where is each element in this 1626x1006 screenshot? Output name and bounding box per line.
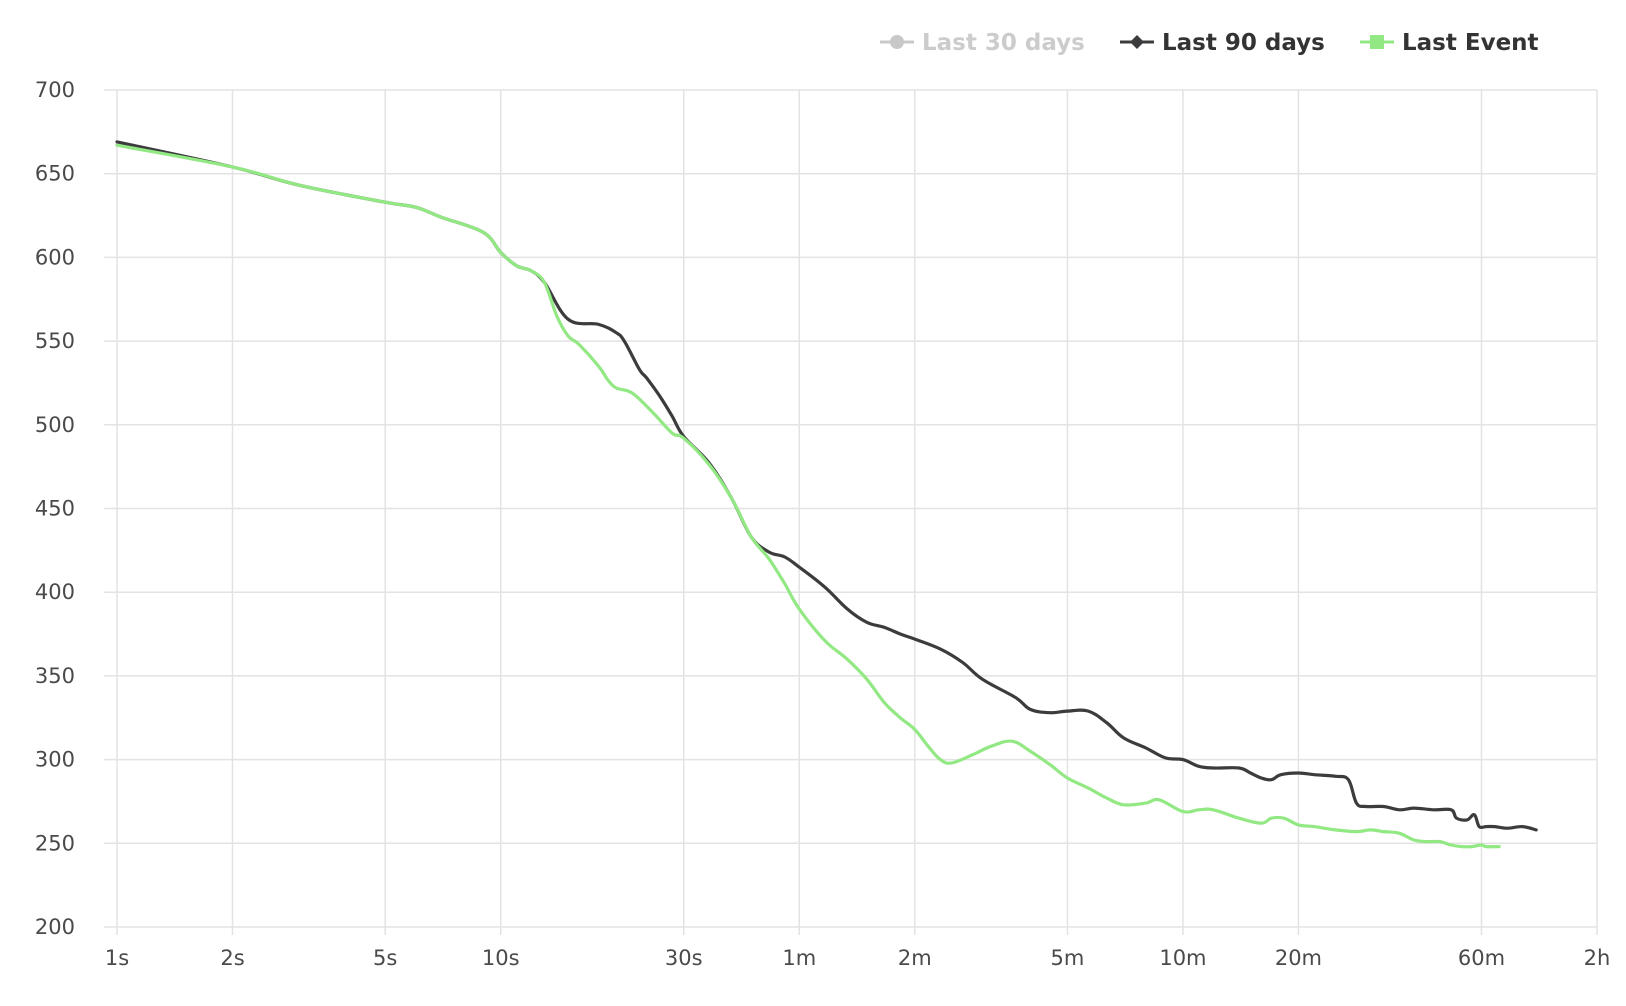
x-tick-label: 2s (220, 946, 244, 970)
legend-item-last-90-days[interactable]: Last 90 days (1120, 30, 1325, 56)
y-tick-label: 350 (35, 664, 75, 688)
y-tick-label: 700 (35, 78, 75, 102)
legend-label: Last 90 days (1162, 30, 1325, 56)
y-tick-label: 450 (35, 497, 75, 521)
series-lines (115, 140, 1538, 849)
y-tick-label: 300 (35, 748, 75, 772)
circle-icon (890, 35, 904, 49)
x-tick-label: 30s (665, 946, 703, 970)
y-tick-label: 400 (35, 580, 75, 604)
x-tick-label: 1m (782, 946, 816, 970)
y-tick-label: 550 (35, 329, 75, 353)
y-tick-label: 650 (35, 162, 75, 186)
x-tick-label: 2m (898, 946, 932, 970)
x-tick-label: 5m (1051, 946, 1085, 970)
y-tick-label: 600 (35, 245, 75, 269)
series-line-last-event (115, 143, 1501, 849)
series-line-last-90-days (115, 140, 1538, 832)
x-tick-label: 2h (1584, 946, 1611, 970)
legend-item-last-30-days[interactable]: Last 30 days (880, 30, 1085, 56)
square-icon (1370, 35, 1384, 49)
x-tick-label: 20m (1275, 946, 1322, 970)
x-tick-label: 60m (1458, 946, 1505, 970)
diamond-icon (1130, 35, 1144, 49)
y-tick-label: 200 (35, 915, 75, 939)
axis-labels: 700 650 600 550 500 450 400 350 300 250 200 1s 2s 5s 1… (35, 78, 1610, 970)
legend: Last 30 days Last 90 days Last Event (880, 30, 1539, 56)
grid (104, 89, 1598, 935)
x-tick-label: 10m (1159, 946, 1206, 970)
x-tick-label: 10s (482, 946, 520, 970)
x-tick-label: 1s (105, 946, 129, 970)
x-tick-label: 5s (373, 946, 397, 970)
y-tick-label: 250 (35, 831, 75, 855)
y-tick-label: 500 (35, 413, 75, 437)
legend-label: Last Event (1402, 30, 1539, 56)
legend-label: Last 30 days (922, 30, 1085, 56)
legend-item-last-event[interactable]: Last Event (1360, 30, 1539, 56)
